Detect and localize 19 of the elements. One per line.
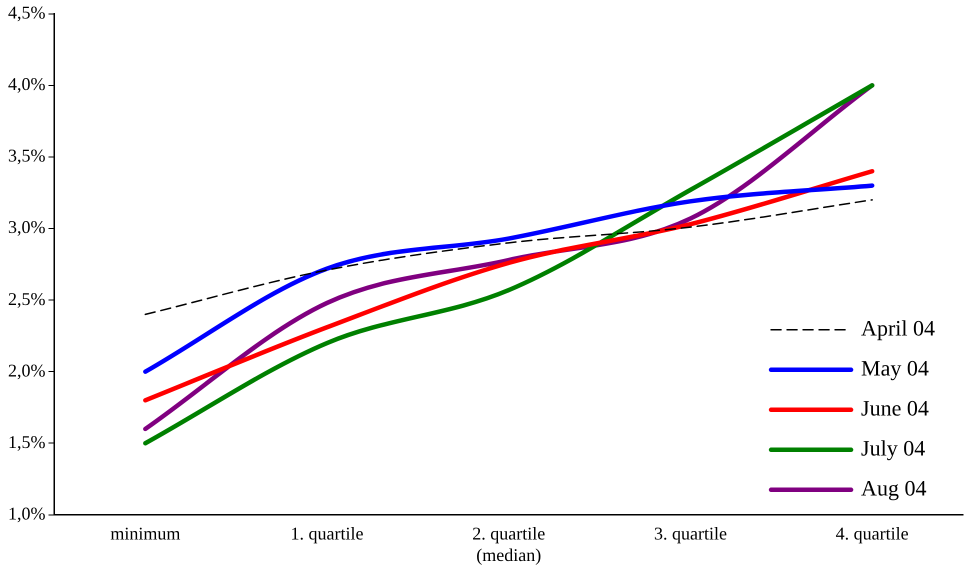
legend-label: May 04: [861, 356, 929, 381]
y-tick-label: 3,5%: [8, 146, 46, 166]
x-tick-label: 2. quartile (median): [472, 523, 546, 565]
legend-label: July 04: [861, 436, 926, 461]
x-tick-label: 4. quartile: [836, 523, 909, 544]
line-series: [144, 199, 873, 316]
y-tick-label: 4,5%: [8, 2, 46, 23]
y-tick-label: 1,5%: [8, 432, 46, 452]
y-tick-label: 1,0%: [8, 504, 46, 524]
y-tick-label: 3,0%: [8, 217, 46, 238]
y-tick-label: 2,5%: [8, 288, 46, 309]
x-tick-label: 3. quartile: [654, 523, 727, 544]
y-tick-label: 4,0%: [8, 74, 46, 94]
x-tick-label: 1. quartile: [290, 523, 364, 544]
y-tick-label: 2,0%: [8, 360, 46, 380]
x-tick-label: minimum: [110, 523, 180, 544]
legend-label: Aug 04: [861, 476, 926, 501]
legend-label: June 04: [861, 396, 929, 421]
legend-label: April 04: [861, 316, 936, 341]
